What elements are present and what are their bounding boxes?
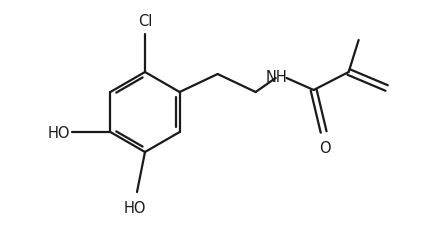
Text: O: O [319, 140, 330, 155]
Text: Cl: Cl [138, 14, 152, 29]
Text: HO: HO [48, 125, 70, 140]
Text: NH: NH [266, 70, 288, 85]
Text: HO: HO [124, 200, 146, 215]
